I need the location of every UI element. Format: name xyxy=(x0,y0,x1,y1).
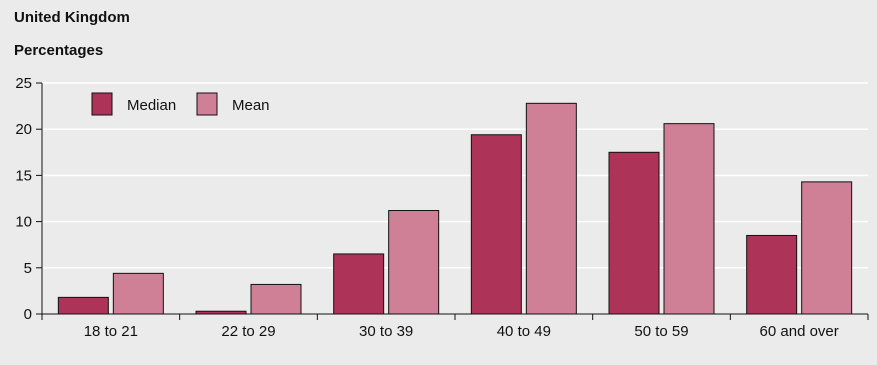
legend-swatch-median xyxy=(91,92,113,116)
bar-mean-6 xyxy=(801,181,853,315)
chart-title: United Kingdom xyxy=(14,9,130,26)
y-axis-ticks: 0 5 10 15 20 25 xyxy=(15,75,42,323)
legend-label-median: Median xyxy=(127,97,176,114)
bar-median-5 xyxy=(608,151,660,315)
x-tick-label: 40 to 49 xyxy=(497,323,551,340)
x-axis-ticks: 18 to 21 22 to 29 30 to 39 40 to 49 50 to 59… xyxy=(41,314,869,340)
y-tick-label: 15 xyxy=(15,167,32,184)
bar-mean-1 xyxy=(112,272,164,315)
bar-median-3 xyxy=(333,253,385,315)
y-tick-label: 0 xyxy=(24,306,32,323)
bar-median-6 xyxy=(746,234,798,315)
legend-label-mean: Mean xyxy=(232,97,270,114)
bar-mean-2 xyxy=(250,283,302,315)
bars xyxy=(57,102,853,315)
bar-mean-4 xyxy=(525,102,577,315)
x-tick-label: 18 to 21 xyxy=(84,323,138,340)
legend: Median Mean xyxy=(91,92,270,116)
y-tick-label: 20 xyxy=(15,121,32,138)
y-tick-label: 5 xyxy=(24,260,32,277)
x-tick-label: 22 to 29 xyxy=(221,323,275,340)
y-tick-label: 25 xyxy=(15,75,32,92)
gridlines xyxy=(42,82,868,269)
x-tick-label: 30 to 39 xyxy=(359,323,413,340)
legend-swatch-mean xyxy=(196,92,218,116)
x-tick-label: 50 to 59 xyxy=(634,323,688,340)
x-tick-label: 60 and over xyxy=(760,323,839,340)
axes xyxy=(41,83,868,315)
bar-mean-5 xyxy=(663,123,715,315)
bar-median-4 xyxy=(470,134,522,315)
bar-median-1 xyxy=(57,296,109,315)
chart-subtitle: Percentages xyxy=(14,42,104,59)
bar-mean-3 xyxy=(388,210,440,315)
y-tick-label: 10 xyxy=(15,214,32,231)
